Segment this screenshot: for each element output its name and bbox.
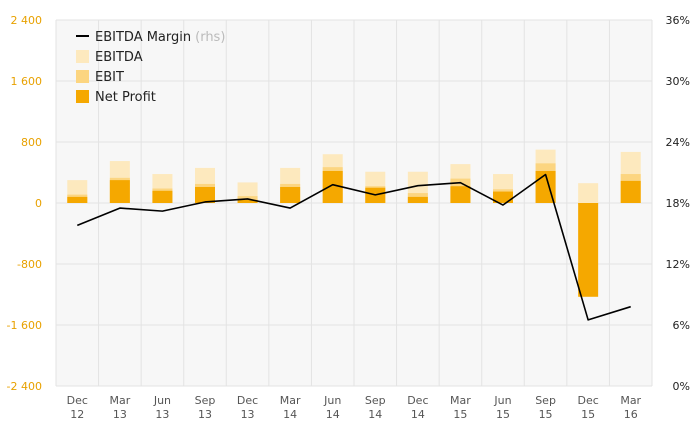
bar-net-profit (493, 191, 513, 203)
legend-swatch (76, 90, 89, 103)
bar-net-profit (578, 203, 599, 297)
y-left-tick-label: 1 600 (11, 75, 43, 88)
x-tick-label: Mar 15 (450, 394, 471, 421)
axes: 2 400 36% 1 600 30% 800 24% 0 18% -800 12% -1 600 6… (7, 14, 690, 421)
y-right-tick-label: 6% (673, 319, 690, 332)
y-right-tick-label: 0% (673, 380, 690, 393)
bar-net-profit (195, 186, 215, 203)
y-right-tick-label: 36% (666, 14, 690, 27)
y-left-tick-label: 2 400 (11, 14, 43, 27)
bar-net-profit (237, 199, 258, 203)
x-tick-label: Mar 13 (109, 394, 130, 421)
legend: EBITDA Margin (rhs) EBITDA EBIT Net Profit (76, 30, 225, 105)
x-tick-label: Dec 12 (67, 394, 88, 421)
bar-ebitda (578, 183, 599, 203)
y-left-tick-label: -2 400 (7, 380, 42, 393)
line-ebitda-margin (76, 173, 631, 321)
legend-label: EBIT (95, 70, 124, 85)
bar-net-profit (109, 180, 130, 203)
legend-swatch (76, 70, 89, 83)
x-tick-label: Dec 14 (407, 394, 428, 421)
bar-net-profit (280, 186, 301, 203)
x-tick-label: Jun 14 (323, 394, 341, 421)
x-tick-label: Sep 14 (365, 394, 386, 421)
x-tick-label: Sep 13 (195, 394, 216, 421)
legend-note: (rhs) (195, 30, 225, 45)
legend-label: EBITDA Margin (rhs) (95, 30, 225, 45)
legend-swatch (76, 50, 89, 63)
y-right-tick-label: 12% (666, 258, 690, 271)
bar-net-profit (67, 196, 88, 203)
y-left-tick-label: 0 (35, 197, 42, 210)
bar-net-profit (450, 186, 471, 203)
x-tick-label: Sep 15 (535, 394, 556, 421)
legend-label: Net Profit (95, 90, 156, 105)
y-right-tick-label: 24% (666, 136, 690, 149)
bar-net-profit (322, 170, 343, 203)
x-tick-label: Jun 13 (153, 394, 171, 421)
bar-net-profit (407, 196, 428, 203)
margin-line (76, 173, 631, 321)
legend-label: EBITDA (95, 50, 143, 65)
x-tick-label: Dec 13 (237, 394, 258, 421)
y-left-tick-label: -1 600 (7, 319, 42, 332)
x-tick-label: Mar 14 (280, 394, 301, 421)
bar-net-profit (620, 180, 641, 203)
bar-net-profit (152, 190, 173, 203)
y-left-tick-label: 800 (21, 136, 42, 149)
x-tick-label: Jun 15 (493, 394, 511, 421)
y-left-tick-label: -800 (17, 258, 42, 271)
y-right-tick-label: 18% (666, 197, 690, 210)
gridlines (55, 19, 653, 387)
x-tick-label: Mar 16 (620, 394, 641, 421)
y-right-tick-label: 30% (666, 75, 690, 88)
x-tick-label: Dec 15 (577, 394, 598, 421)
